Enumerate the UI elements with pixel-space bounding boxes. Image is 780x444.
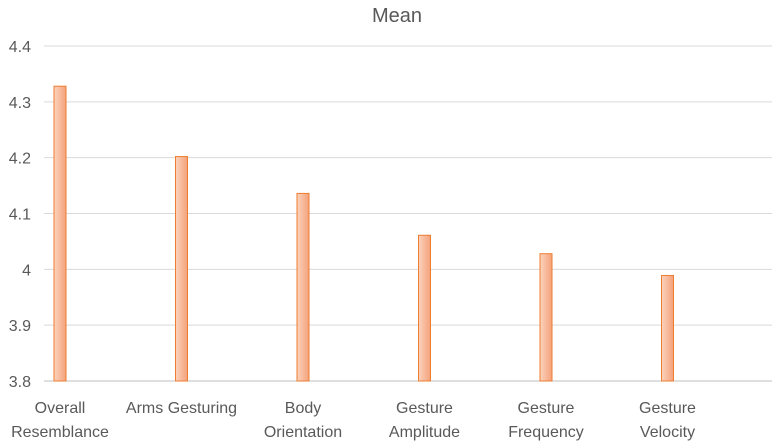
- chart-title: Mean: [372, 5, 422, 27]
- bar: [296, 192, 310, 382]
- y-tick-label: 3.8: [9, 374, 31, 391]
- x-axis-labels: Overall Resemblance Arms Gesturing Body Orie…: [11, 400, 696, 441]
- x-tick-label: Gesture Amplitude: [389, 400, 460, 441]
- y-tick-label: 4.1: [9, 207, 31, 224]
- bar: [53, 85, 67, 382]
- gridlines: [44, 45, 772, 382]
- bars: [53, 85, 674, 382]
- x-tick-label: Arms Gesturing: [126, 400, 237, 417]
- y-tick-label: 4.3: [9, 95, 31, 112]
- bar: [175, 156, 188, 382]
- bar: [661, 274, 674, 382]
- x-tick-label: Overall Resemblance: [11, 400, 109, 441]
- x-tick-label: Gesture Frequency: [508, 400, 584, 441]
- y-tick-label: 3.9: [9, 318, 31, 335]
- y-axis-ticks: 3.8 3.9 4 4.1 4.2 4.3 4.4: [9, 39, 31, 391]
- y-tick-label: 4.2: [9, 151, 31, 168]
- bar: [539, 253, 553, 382]
- x-tick-label: Gesture Velocity: [639, 400, 696, 441]
- x-tick-label: Body Orientation: [264, 400, 342, 441]
- bar: [418, 234, 431, 382]
- y-tick-label: 4: [22, 262, 31, 279]
- y-tick-label: 4.4: [9, 39, 31, 56]
